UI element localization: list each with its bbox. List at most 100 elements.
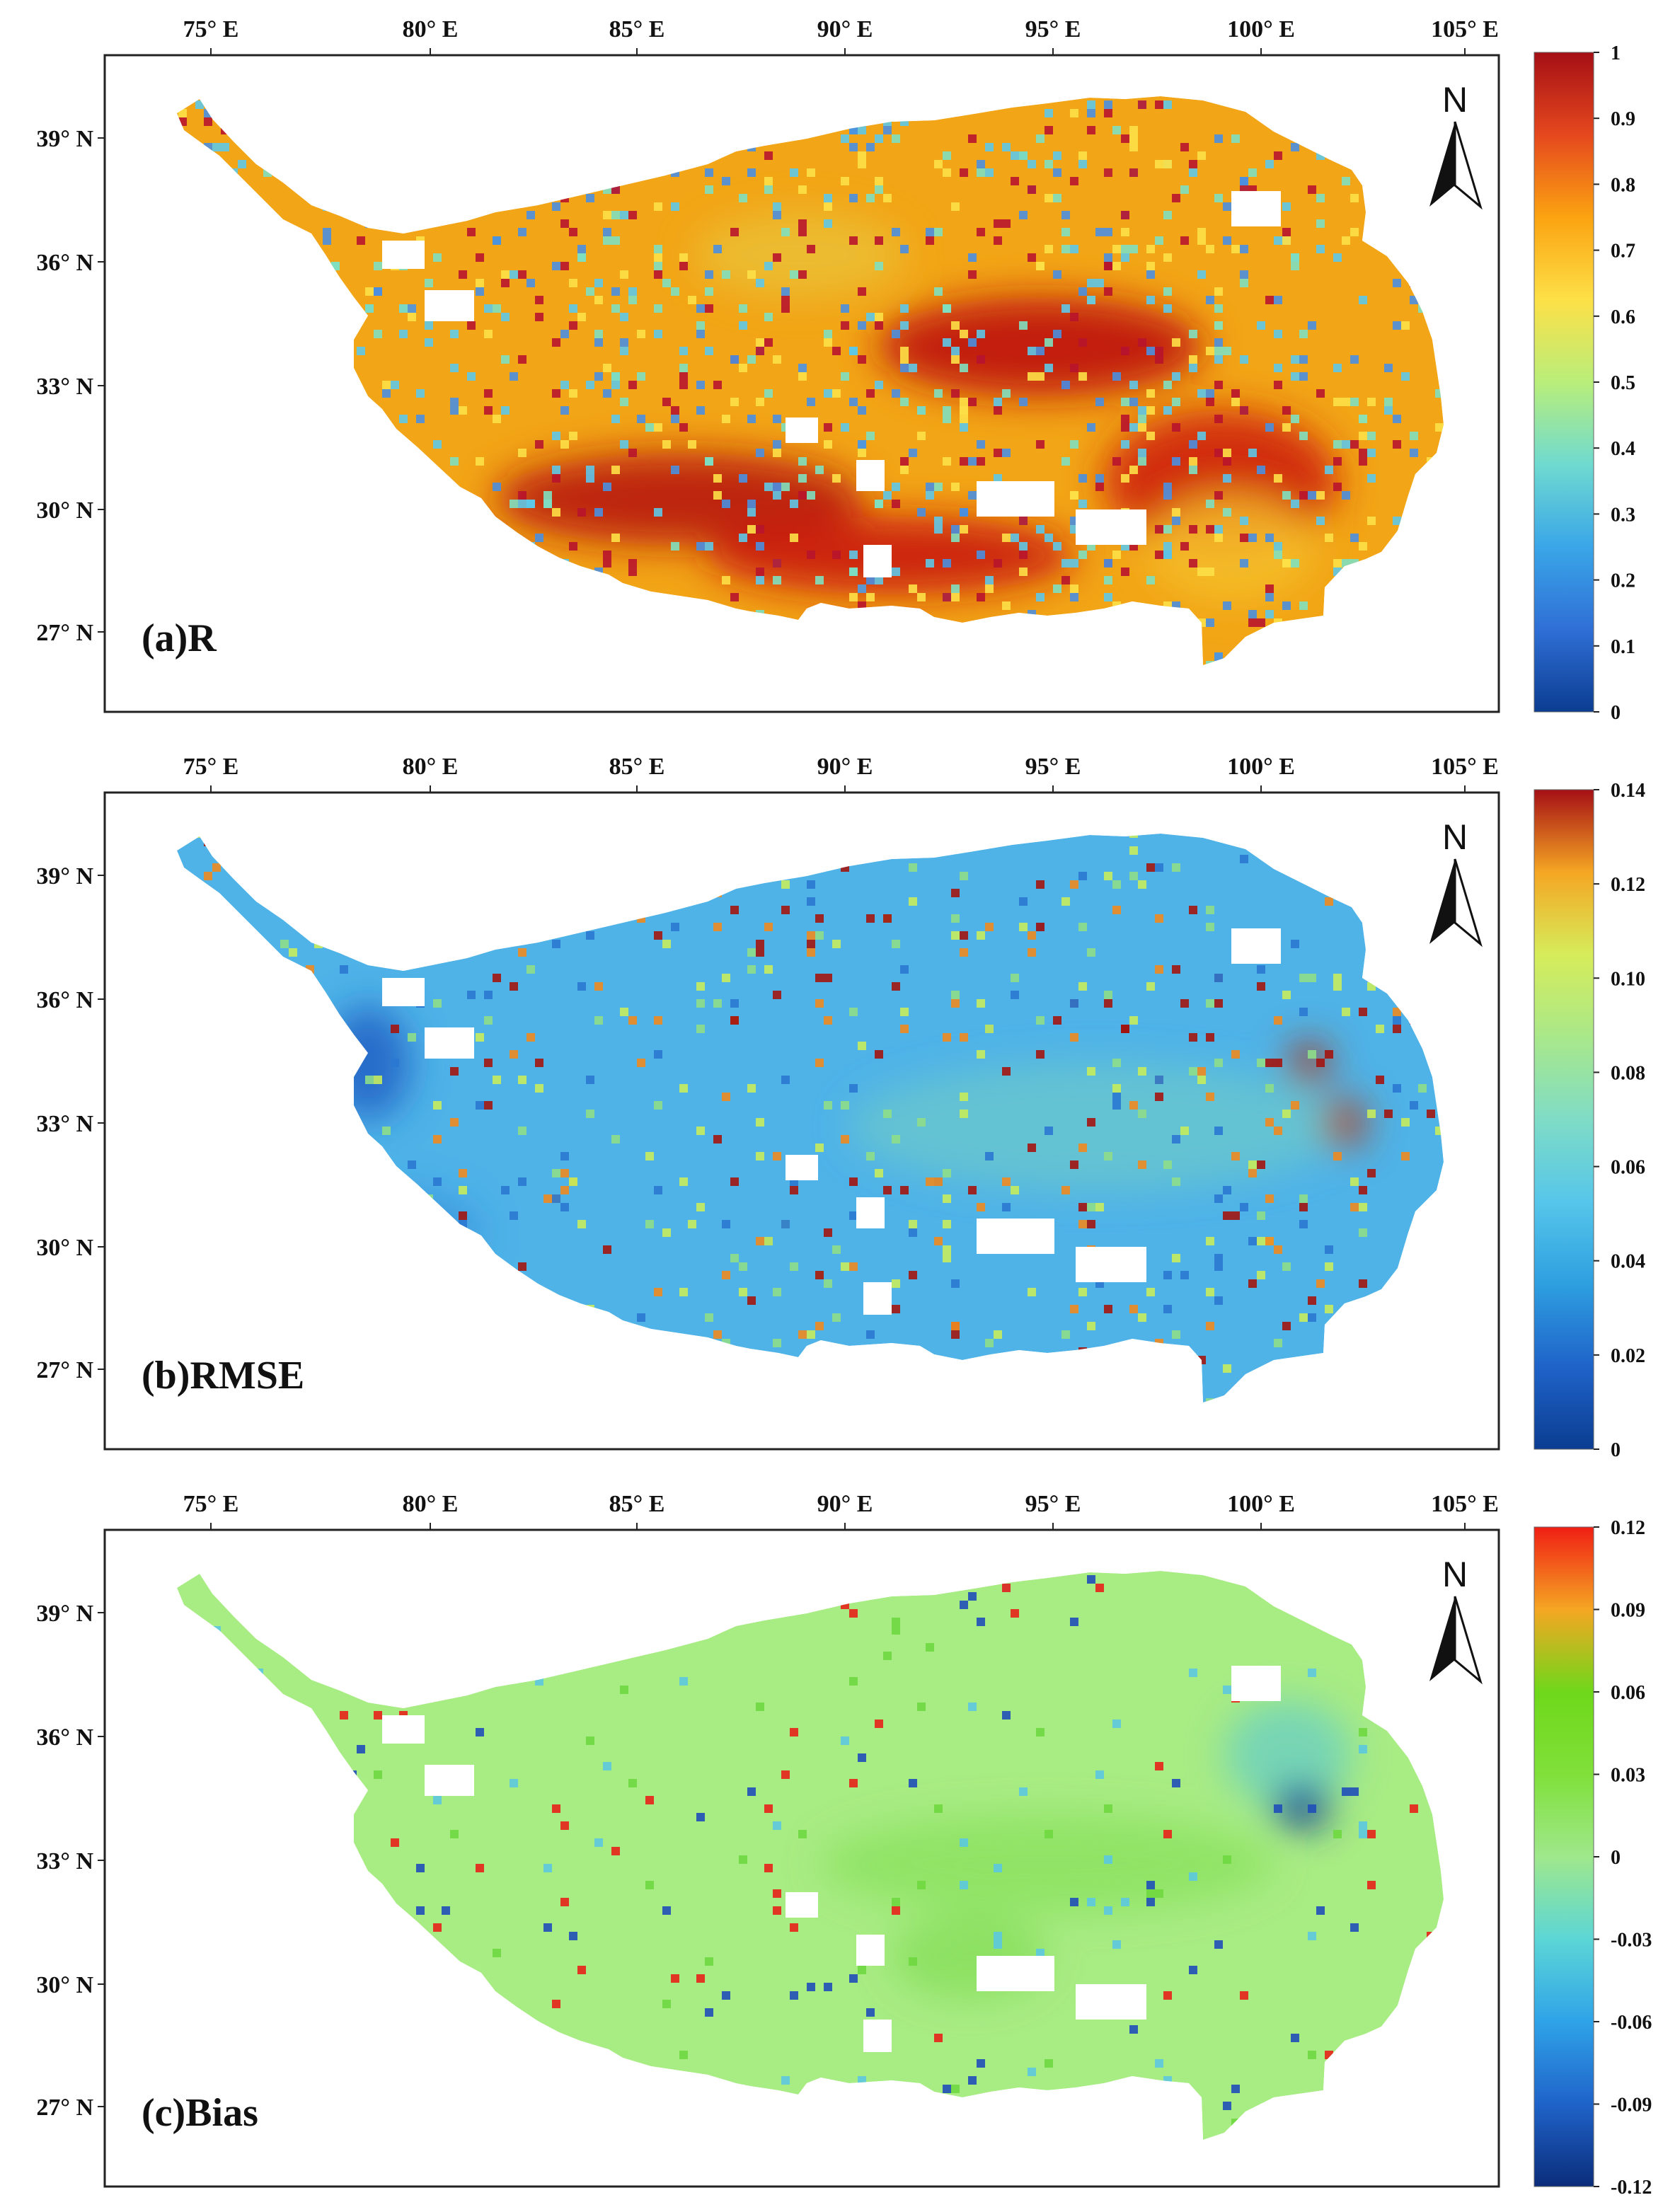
- grid-cell: [187, 219, 195, 228]
- grid-cell: [177, 1059, 178, 1067]
- grid-cell: [892, 500, 900, 508]
- grid-cell: [586, 644, 594, 652]
- grid-cell: [467, 517, 476, 525]
- grid-cell: [586, 168, 594, 177]
- grid-cell: [1223, 508, 1231, 517]
- grid-cell: [1316, 880, 1325, 889]
- grid-cell: [960, 168, 968, 177]
- value-patch: [297, 1190, 481, 1275]
- grid-cell: [1333, 838, 1342, 846]
- grid-cell: [331, 2008, 340, 2017]
- grid-cell: [204, 914, 212, 923]
- grid-cell: [679, 2051, 688, 2059]
- latitude-tick-label: 39° N: [36, 863, 93, 889]
- grid-cell: [832, 389, 841, 398]
- grid-cell: [1291, 372, 1299, 381]
- grid-cell: [1036, 1728, 1045, 1736]
- grid-cell: [476, 253, 484, 262]
- grid-cell: [229, 440, 238, 449]
- grid-cell: [722, 618, 730, 627]
- grid-cell: [280, 1059, 289, 1067]
- grid-cell: [977, 661, 985, 665]
- grid-cell: [1189, 559, 1197, 568]
- grid-cell: [951, 483, 960, 491]
- grid-cell: [510, 500, 518, 508]
- grid-cell: [875, 1169, 883, 1177]
- grid-cell: [535, 96, 543, 100]
- missing-data-cell: [786, 1155, 818, 1180]
- latitude-tick-label: 33° N: [36, 1111, 93, 1137]
- grid-cell: [1384, 948, 1393, 957]
- grid-cell: [221, 1237, 229, 1245]
- grid-cell: [815, 466, 824, 474]
- colorbar-tick-label: 0.10: [1611, 968, 1645, 990]
- grid-cell: [713, 381, 722, 389]
- grid-cell: [1189, 364, 1197, 372]
- grid-cell: [1325, 1262, 1333, 1271]
- grid-cell: [824, 202, 832, 211]
- grid-cell: [1011, 151, 1019, 160]
- grid-cell: [314, 1042, 323, 1050]
- grid-cell: [1189, 355, 1197, 364]
- grid-cell: [1172, 1254, 1180, 1262]
- grid-cell: [756, 940, 764, 948]
- grid-cell: [1087, 126, 1095, 134]
- grid-cell: [1265, 1194, 1274, 1203]
- grid-cell: [365, 287, 374, 296]
- grid-cell: [314, 940, 323, 948]
- grid-cell: [603, 1245, 611, 1254]
- grid-cell: [177, 96, 178, 100]
- grid-cell: [1180, 236, 1189, 245]
- value-patch: [1288, 1042, 1330, 1084]
- grid-cell: [289, 661, 297, 665]
- grid-cell: [756, 1703, 764, 1711]
- grid-cell: [212, 534, 221, 542]
- grid-cell: [662, 661, 671, 665]
- grid-cell: [892, 134, 900, 143]
- grid-cell: [1265, 296, 1274, 304]
- grid-cell: [476, 1305, 484, 1313]
- grid-cell: [603, 669, 611, 678]
- grid-cell: [968, 2144, 977, 2153]
- grid-cell: [781, 296, 790, 304]
- grid-cell: [365, 1076, 374, 1084]
- grid-cell: [1350, 1787, 1359, 1796]
- grid-cell: [739, 534, 747, 542]
- grid-cell: [875, 576, 883, 584]
- longitude-tick-label: 80° E: [403, 1491, 459, 1517]
- grid-cell: [1359, 1186, 1367, 1194]
- grid-cell: [1316, 151, 1325, 160]
- grid-cell: [688, 618, 696, 627]
- grid-cell: [764, 1864, 773, 1872]
- grid-cell: [1121, 245, 1129, 253]
- grid-cell: [756, 525, 764, 534]
- grid-cell: [1163, 2076, 1172, 2085]
- grid-cell: [1274, 1016, 1282, 1025]
- longitude-tick-label: 95° E: [1025, 16, 1081, 42]
- grid-cell: [1172, 517, 1180, 525]
- grid-cell: [747, 415, 756, 423]
- grid-cell: [1112, 1101, 1121, 1110]
- grid-cell: [1180, 1127, 1189, 1135]
- grid-cell: [790, 96, 798, 100]
- grid-cell: [1155, 2059, 1163, 2068]
- grid-cell: [450, 1686, 459, 1694]
- grid-cell: [773, 211, 781, 219]
- grid-cell: [476, 1101, 484, 1110]
- grid-cell: [764, 1237, 773, 1245]
- grid-cell: [1316, 834, 1325, 838]
- grid-cell: [391, 1025, 399, 1033]
- grid-cell: [1087, 279, 1095, 287]
- grid-cell: [1401, 525, 1410, 534]
- grid-cell: [1053, 194, 1061, 202]
- grid-cell: [909, 364, 917, 372]
- grid-cell: [943, 635, 951, 644]
- grid-cell: [1087, 296, 1095, 304]
- grid-cell: [1240, 855, 1248, 863]
- grid-cell: [1214, 287, 1223, 296]
- grid-cell: [951, 2085, 960, 2093]
- grid-cell: [586, 618, 594, 627]
- grid-cell: [306, 457, 314, 466]
- grid-cell: [1002, 1584, 1011, 1592]
- grid-cell: [781, 287, 790, 296]
